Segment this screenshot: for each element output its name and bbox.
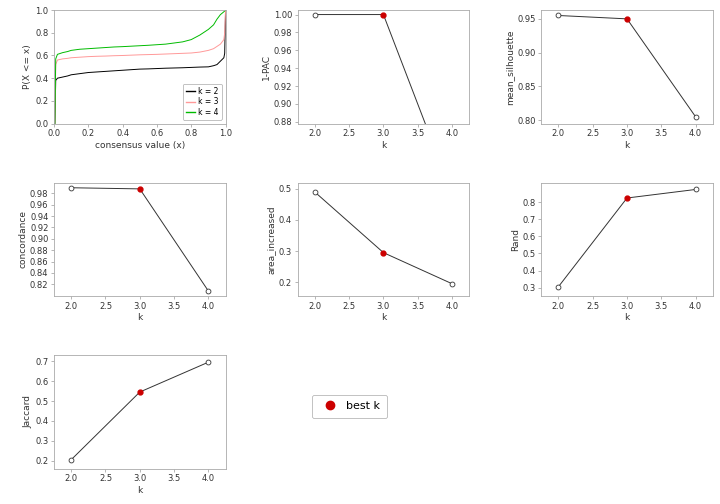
X-axis label: k: k <box>381 141 386 150</box>
Legend: k = 2, k = 3, k = 4: k = 2, k = 3, k = 4 <box>183 84 222 120</box>
Y-axis label: Jaccard: Jaccard <box>24 396 32 428</box>
X-axis label: k: k <box>137 313 143 323</box>
X-axis label: k: k <box>624 141 630 150</box>
X-axis label: k: k <box>137 486 143 495</box>
Y-axis label: 1-PAC: 1-PAC <box>261 54 271 80</box>
Y-axis label: mean_silhouette: mean_silhouette <box>505 29 514 105</box>
X-axis label: k: k <box>381 313 386 323</box>
Y-axis label: Rand: Rand <box>510 228 520 251</box>
Y-axis label: concordance: concordance <box>18 210 27 269</box>
Legend: best k: best k <box>312 395 387 418</box>
X-axis label: k: k <box>624 313 630 323</box>
X-axis label: consensus value (x): consensus value (x) <box>94 141 185 150</box>
Y-axis label: area_increased: area_increased <box>267 205 276 274</box>
Y-axis label: P(X <= x): P(X <= x) <box>24 44 32 89</box>
